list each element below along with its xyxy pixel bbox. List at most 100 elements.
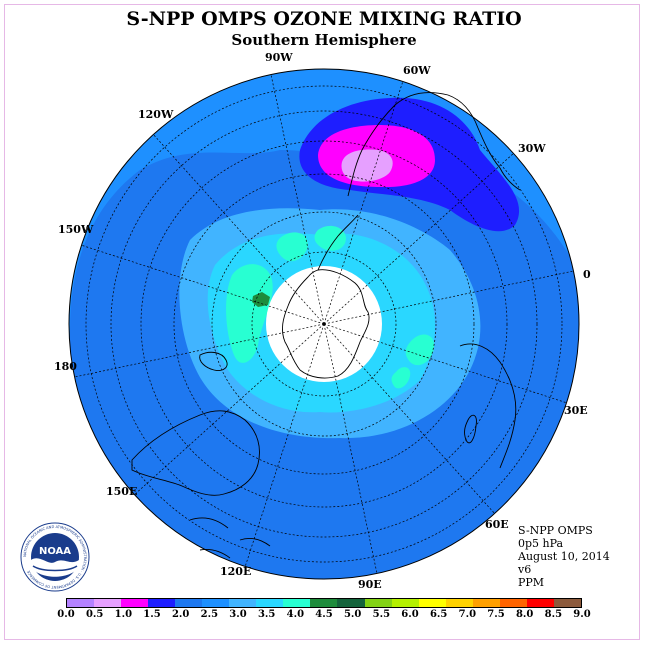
colorbar-tick-label: 1.5 (143, 609, 161, 620)
latitude-circle-40s (140, 140, 508, 508)
meridian-line (74, 323, 325, 378)
noaa-logo: NOAA NATIONAL OCEANIC AND ATMOSPHERIC AD… (20, 522, 90, 592)
field-high-core (341, 149, 393, 182)
colorbar-segment (256, 599, 284, 607)
lon-label-90w: 90W (265, 51, 293, 64)
colorbar-segment (310, 599, 338, 607)
meridian-line (323, 270, 574, 325)
lon-label-0: 0 (583, 268, 591, 281)
field-max-zone-east2 (391, 367, 411, 389)
meridian-line (270, 74, 325, 325)
map-boundary (68, 68, 580, 580)
info-instrument: S-NPP OMPS (518, 524, 593, 537)
pole-marker (322, 322, 326, 326)
lon-label-120e: 120E (220, 565, 251, 578)
lon-label-60w: 60W (403, 64, 431, 77)
colorbar-segment (94, 599, 122, 607)
colorbar-tick-label: 3.5 (257, 609, 276, 620)
lon-label-60e: 60E (485, 518, 509, 531)
meridian-line (323, 153, 514, 325)
meridians (74, 74, 574, 574)
colorbar-tick-label: 8.5 (544, 609, 563, 620)
lon-label-120w: 120W (138, 108, 174, 121)
colorbar-tick-label: 1.0 (114, 609, 133, 620)
coastline-madagascar (464, 414, 477, 444)
colorbar-segment (364, 599, 392, 607)
colorbar-segment (67, 599, 95, 607)
lon-label-90e: 90E (358, 578, 382, 591)
colorbar-tick-label: 8.0 (515, 609, 534, 620)
product-info: S-NPP OMPS 0p5 hPa August 10, 2014 v6 PP… (518, 524, 610, 589)
colorbar-segment (526, 599, 554, 607)
lon-label-150w: 150W (58, 223, 94, 236)
lon-label-150e: 150E (106, 485, 137, 498)
info-version: v6 (518, 563, 532, 576)
colorbar-tick-label: 3.0 (229, 609, 247, 620)
colorbar-tick-labels: 0.0 0.5 1.0 1.5 2.0 2.5 3.0 3.5 4.0 4.5 5.0 5.5 6.0 6… (0, 609, 648, 623)
colorbar-segment (202, 599, 230, 607)
coastline-antarctica (281, 269, 370, 379)
coastline-africa (459, 343, 517, 469)
latitude-circle-50s (173, 173, 475, 475)
info-date: August 10, 2014 (518, 550, 610, 563)
meridian-line (134, 323, 325, 495)
coastlines (131, 92, 521, 559)
colorbar-tick-label: 7.0 (458, 609, 477, 620)
colorbar-tick-label: 4.0 (286, 609, 305, 620)
colorbar-segment (121, 599, 149, 607)
meridian-line (244, 323, 325, 567)
field-max-zone-north2 (314, 225, 346, 251)
map-subtitle: Southern Hemisphere (231, 31, 417, 49)
coastline-new-zealand (199, 351, 228, 371)
coastline-antarctic-peninsula (317, 214, 359, 271)
colorbar-segment (553, 599, 581, 607)
colorbar-tick-label: 0.5 (85, 609, 104, 620)
colorbar-tick-label: 4.5 (315, 609, 333, 620)
colorbar-segment (472, 599, 500, 607)
colorbar-segment (148, 599, 176, 607)
lon-label-30w: 30W (518, 142, 546, 155)
colorbar-tick-label: 5.0 (343, 609, 362, 620)
latitude-circle-60s (211, 211, 437, 437)
colorbar-segment (445, 599, 473, 607)
field-max-zone-west (226, 264, 273, 363)
info-units: PPM (518, 576, 545, 589)
field-max-zone-north (276, 232, 308, 262)
coastline-indonesia (189, 517, 271, 559)
latitude-circle-20s (85, 85, 563, 563)
graticule (74, 74, 574, 574)
info-pressure: 0p5 hPa (518, 537, 564, 550)
colorbar-tick-label: 6.5 (429, 609, 448, 620)
lon-label-180: 180 (54, 360, 77, 373)
meridian-line (323, 323, 567, 404)
colorbar-segment (283, 599, 311, 607)
latitude-circle-30s (110, 110, 538, 538)
meridian-line (323, 323, 495, 514)
colorbar-tick-label: 2.5 (200, 609, 219, 620)
meridian-line (323, 81, 404, 325)
field-peak-zone (252, 292, 270, 307)
colorbar-segment (418, 599, 446, 607)
coastline-africa-south (499, 167, 521, 191)
longitude-labels: 90W 60W 30W 0 30E 60E 90E 120E 150E 180 … (54, 51, 591, 591)
coastline-south-america (347, 92, 501, 197)
meridian-line (81, 244, 325, 325)
ozone-field (69, 69, 579, 579)
colorbar-tick-label: 7.5 (487, 609, 505, 620)
coastline-australia (131, 410, 260, 496)
colorbar-tick-label: 9.0 (573, 609, 591, 620)
map-title: S-NPP OMPS OZONE MIXING RATIO (126, 8, 522, 30)
colorbar-tick-label: 2.0 (171, 609, 190, 620)
latitude-circle-70s (251, 251, 397, 397)
colorbar-segment (229, 599, 257, 607)
meridian-line (153, 134, 325, 325)
colorbar-segment (337, 599, 365, 607)
lon-label-30e: 30E (564, 404, 588, 417)
colorbar-segment (175, 599, 203, 607)
colorbar-segment (499, 599, 527, 607)
colorbar-tick-label: 0.0 (57, 609, 75, 620)
colorbar (66, 598, 582, 608)
meridian-line (323, 323, 378, 574)
colorbar-tick-label: 6.0 (401, 609, 419, 620)
